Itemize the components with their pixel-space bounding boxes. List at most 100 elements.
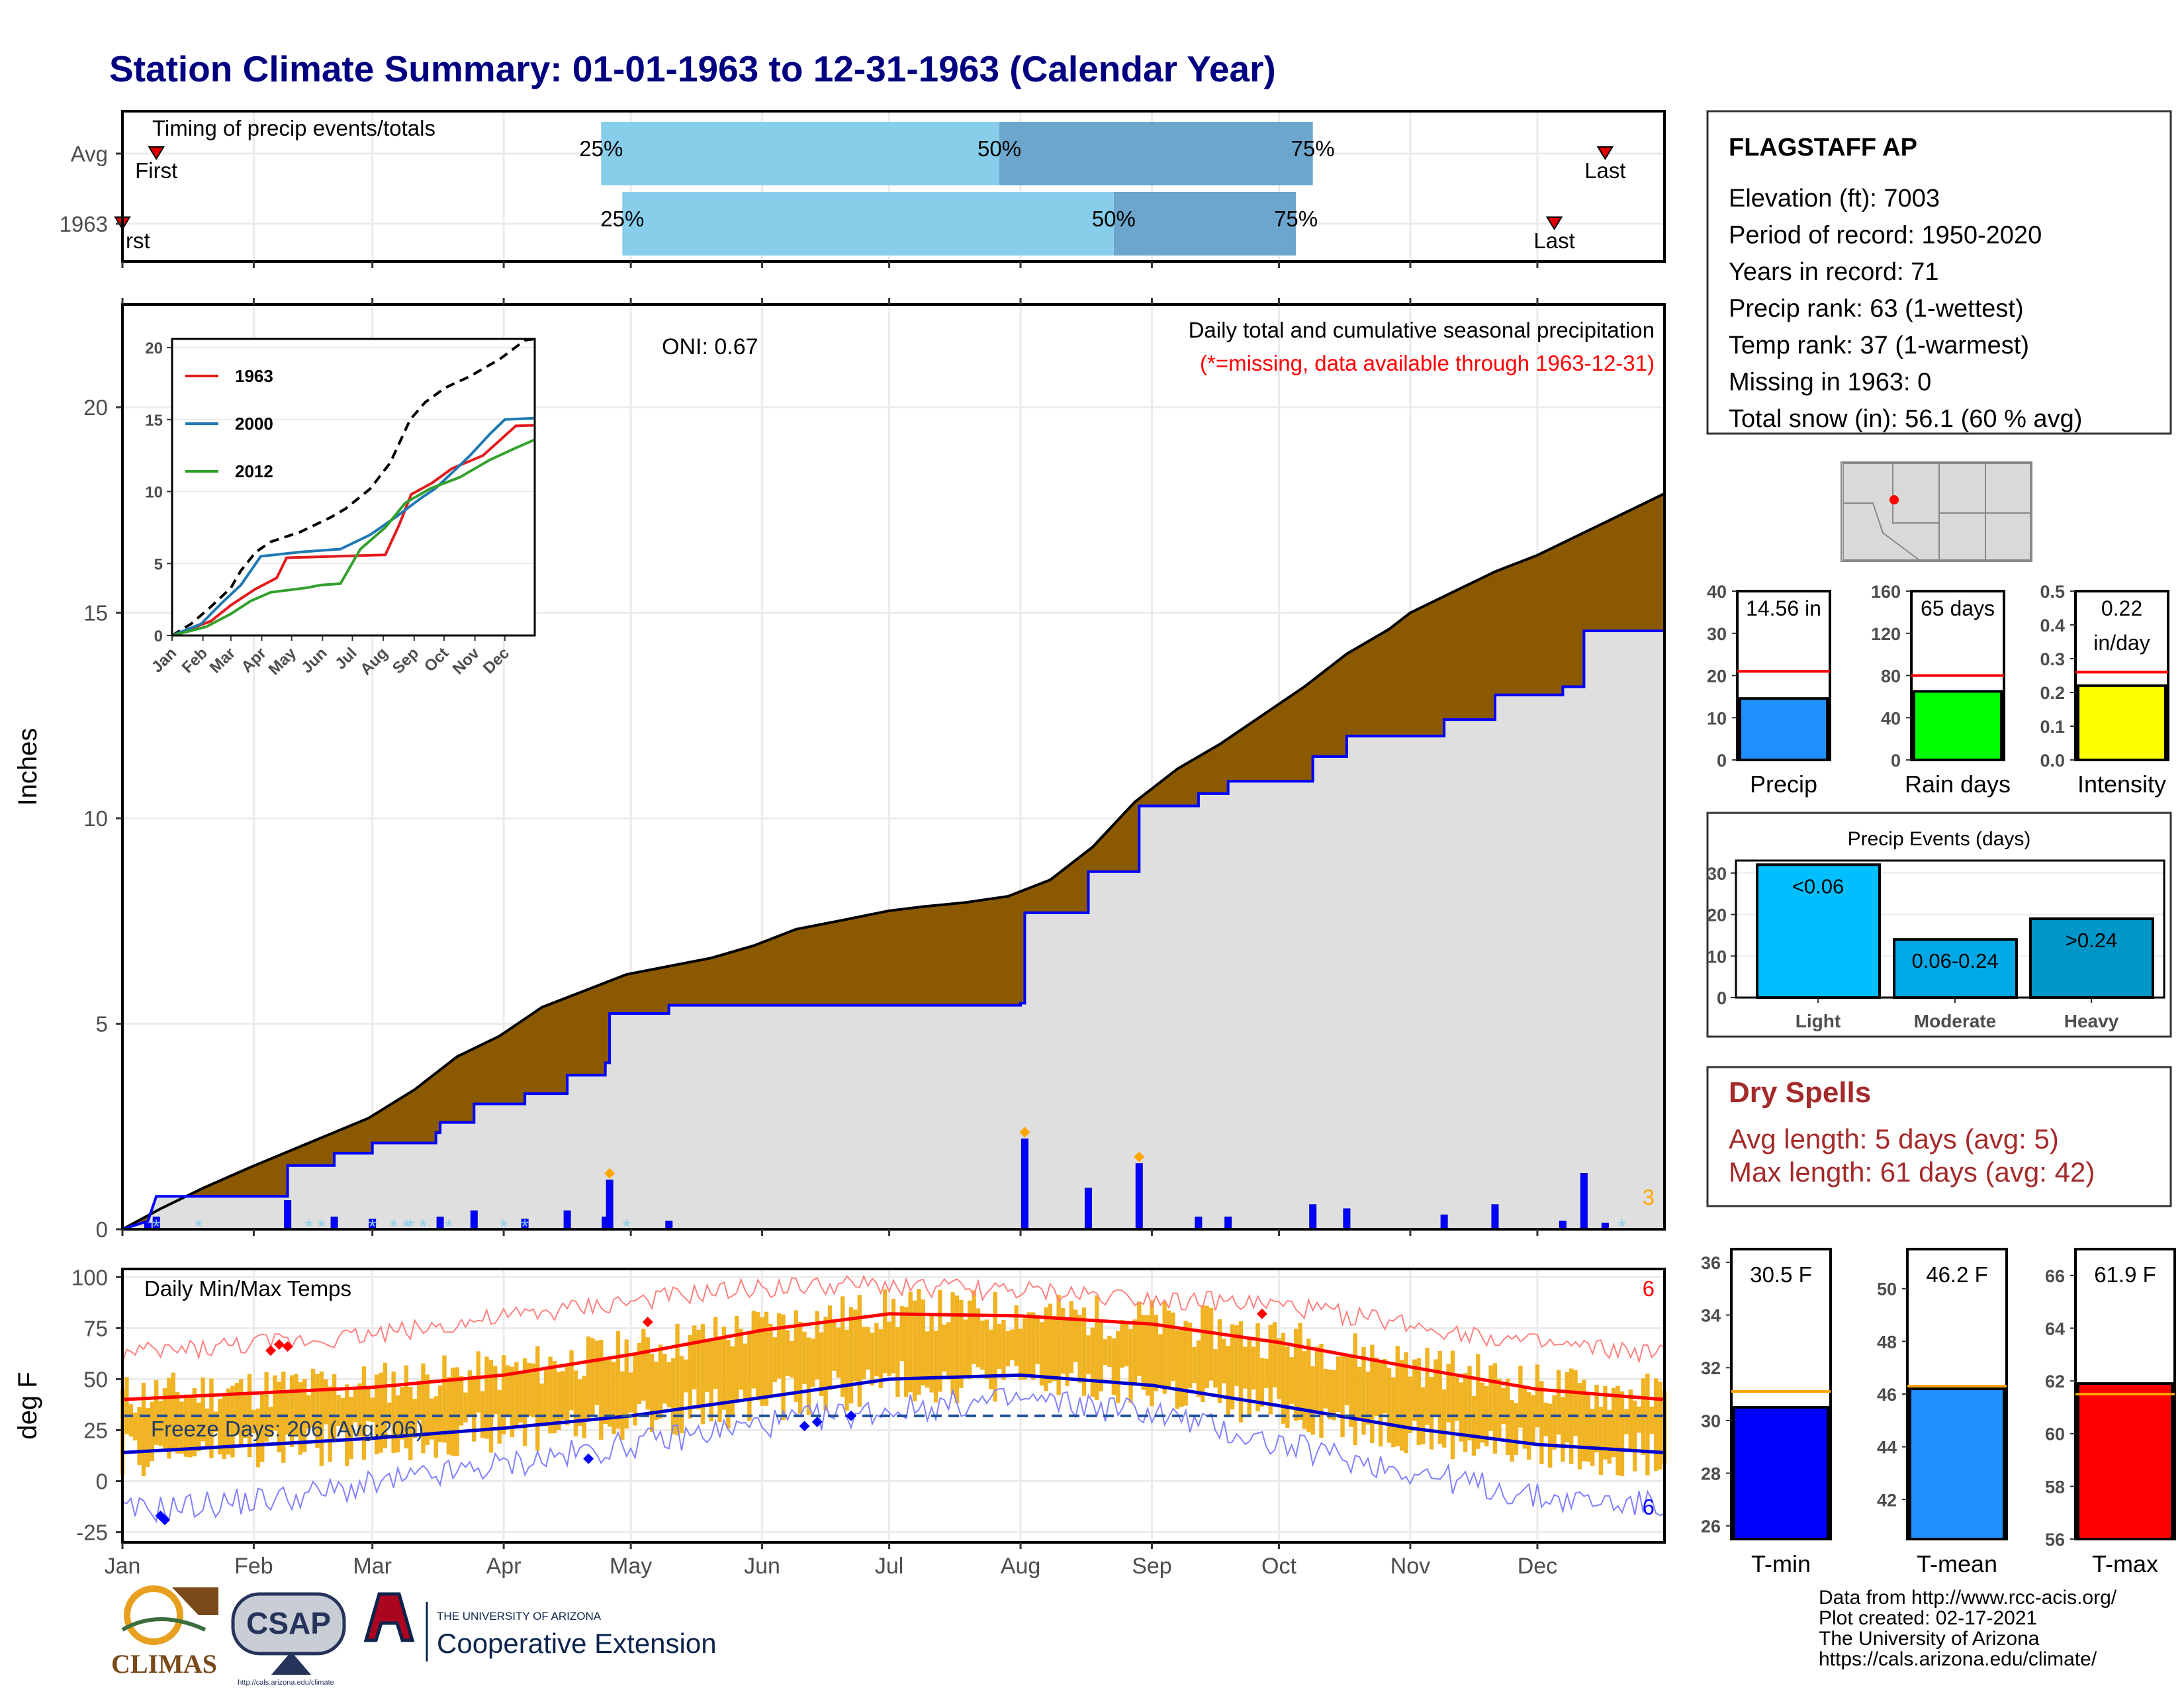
credit-line: Plot created: 02-17-2021: [1819, 1607, 2037, 1629]
snow-mark: *: [305, 1216, 313, 1238]
daily-temp-range-bar: [654, 1361, 659, 1421]
daily-temp-range-bar: [374, 1374, 379, 1454]
daily-temp-range-bar: [751, 1311, 756, 1389]
temp-stat-y-tick-label: 26: [1701, 1517, 1721, 1536]
station-info-line: Elevation (ft): 7003: [1729, 185, 1940, 212]
daily-temp-range-bar: [895, 1327, 900, 1397]
daily-temp-range-bar: [158, 1401, 163, 1446]
daily-precip-bar: [1224, 1216, 1232, 1230]
daily-temp-range-bar: [853, 1309, 858, 1382]
daily-temp-range-bar: [1251, 1346, 1256, 1390]
daily-temp-range-bar: [797, 1321, 803, 1414]
daily-temp-range-bar: [946, 1322, 951, 1380]
cumulative-average-area: [122, 493, 1664, 1229]
timing-last-label: Last: [1584, 158, 1625, 183]
precip-stat-y-tick-label: 80: [1881, 667, 1901, 686]
average-cumulative-line: [122, 492, 1665, 1231]
daily-temp-range-bar: [1514, 1403, 1519, 1455]
inset-series-line: [171, 438, 535, 637]
daily-temp-range-bar: [442, 1355, 447, 1443]
temp-stat-y-tick-label: 36: [1701, 1253, 1721, 1273]
daily-temp-range-bar: [234, 1383, 240, 1435]
record-low-marker: [845, 1410, 856, 1421]
precip-legend-title: Daily total and cumulative seasonal prec…: [1189, 318, 1655, 342]
daily-temp-range-bar: [1624, 1409, 1629, 1434]
daily-temp-range-bar: [1383, 1359, 1387, 1414]
temp-stat-y-tick-label: 64: [2045, 1319, 2065, 1338]
snow-mark: *: [406, 1216, 414, 1238]
temp-stat-category-label: T-mean: [1917, 1550, 1997, 1577]
daily-precip-bar: [563, 1210, 571, 1230]
month-tick-label: Feb: [234, 1554, 273, 1579]
daily-temp-range-bar: [230, 1385, 235, 1458]
daily-temp-range-bar: [1615, 1385, 1620, 1476]
daily-temp-range-bar: [488, 1360, 494, 1453]
snow-mark: *: [521, 1216, 529, 1238]
daily-temp-range-bar: [430, 1398, 434, 1440]
daily-temp-range-bar: [531, 1363, 536, 1418]
daily-temp-range-bar: [836, 1327, 841, 1378]
daily-temp-range-bar: [361, 1366, 367, 1460]
temp-stat-value-label: 30.5 F: [1750, 1262, 1812, 1287]
temp-stat-y-tick-label: 56: [2045, 1530, 2065, 1550]
precip-y-tick-label: 20: [83, 395, 108, 420]
daily-temp-range-bar: [1201, 1305, 1205, 1403]
daily-temp-range-bar: [734, 1315, 739, 1401]
month-tick-label: May: [610, 1554, 652, 1579]
temp-stat-value-label: 61.9 F: [2094, 1262, 2156, 1287]
daily-temp-range-bar: [1328, 1369, 1332, 1420]
month-tick-label: Jan: [105, 1554, 141, 1579]
daily-temp-range-bar: [844, 1329, 849, 1411]
precip-events-title: Precip Events (days): [1848, 828, 2031, 850]
daily-temp-range-bar: [1628, 1389, 1633, 1450]
timing-p75-label: 75%: [1274, 207, 1318, 231]
daily-temp-range-bar: [705, 1340, 709, 1392]
daily-temp-range-bar: [1565, 1372, 1569, 1443]
heavy-event-marker: [1134, 1151, 1145, 1162]
credit-line: Data from http://www.rcc-acis.org/: [1819, 1587, 2117, 1609]
csap-cloud-icon: [231, 1592, 346, 1656]
daily-temp-range-bar: [1488, 1365, 1493, 1431]
daily-temp-range-bar: [565, 1366, 570, 1425]
daily-temp-range-bar: [1128, 1329, 1133, 1403]
station-info-line: Temp rank: 37 (1-warmest): [1729, 332, 2029, 359]
daily-temp-range-bar: [760, 1317, 764, 1406]
page-title: Station Climate Summary: 01-01-1963 to 1…: [109, 48, 1276, 89]
daily-temp-range-bar: [1450, 1350, 1455, 1460]
daily-temp-range-bar: [1306, 1338, 1311, 1432]
snow-mark: *: [1618, 1216, 1626, 1238]
snow-mark: *: [420, 1216, 428, 1238]
daily-temp-range-bar: [954, 1295, 960, 1403]
daily-temp-range-bar: [1145, 1315, 1150, 1396]
dry-spells-title: Dry Spells: [1729, 1076, 1871, 1109]
daily-temp-range-bar: [1014, 1305, 1019, 1366]
daily-temp-range-bar: [925, 1331, 930, 1388]
daily-temp-range-bar: [548, 1356, 553, 1434]
snow-mark: *: [402, 1216, 410, 1238]
precip-stat-y-tick-label: 0.4: [2040, 616, 2065, 635]
station-name: FLAGSTAFF AP: [1729, 134, 1917, 162]
daily-temp-range-bar: [921, 1299, 925, 1385]
precip-events-bar: [1893, 938, 2018, 999]
daily-temp-range-bar: [340, 1397, 345, 1430]
ua-extension-text: Cooperative Extension: [437, 1628, 717, 1659]
inset-legend-label: 2000: [235, 414, 273, 434]
daily-temp-range-bar: [1416, 1358, 1421, 1445]
timing-row-label: Avg: [71, 142, 108, 166]
daily-temp-range-bar: [370, 1397, 375, 1423]
daily-temp-range-bar: [578, 1379, 582, 1427]
temp-stat-y-tick-label: 66: [2045, 1266, 2065, 1286]
daily-temp-range-bar: [612, 1362, 616, 1434]
temp-stat-y-tick-label: 50: [1877, 1280, 1897, 1299]
daily-temp-range-bar: [1158, 1334, 1163, 1387]
daily-temp-range-bar: [472, 1376, 477, 1442]
daily-temp-range-bar: [1323, 1368, 1328, 1409]
daily-precip-bar: [1440, 1214, 1448, 1230]
precip-events-category-label: Light: [1796, 1011, 1841, 1031]
daily-temp-range-bar: [1535, 1364, 1540, 1428]
daily-temp-range-bar: [1208, 1307, 1214, 1381]
precip-stat-category-label: Intensity: [2077, 771, 2166, 798]
daily-temp-range-bar: [586, 1336, 591, 1420]
daily-temp-range-bar: [201, 1377, 205, 1442]
